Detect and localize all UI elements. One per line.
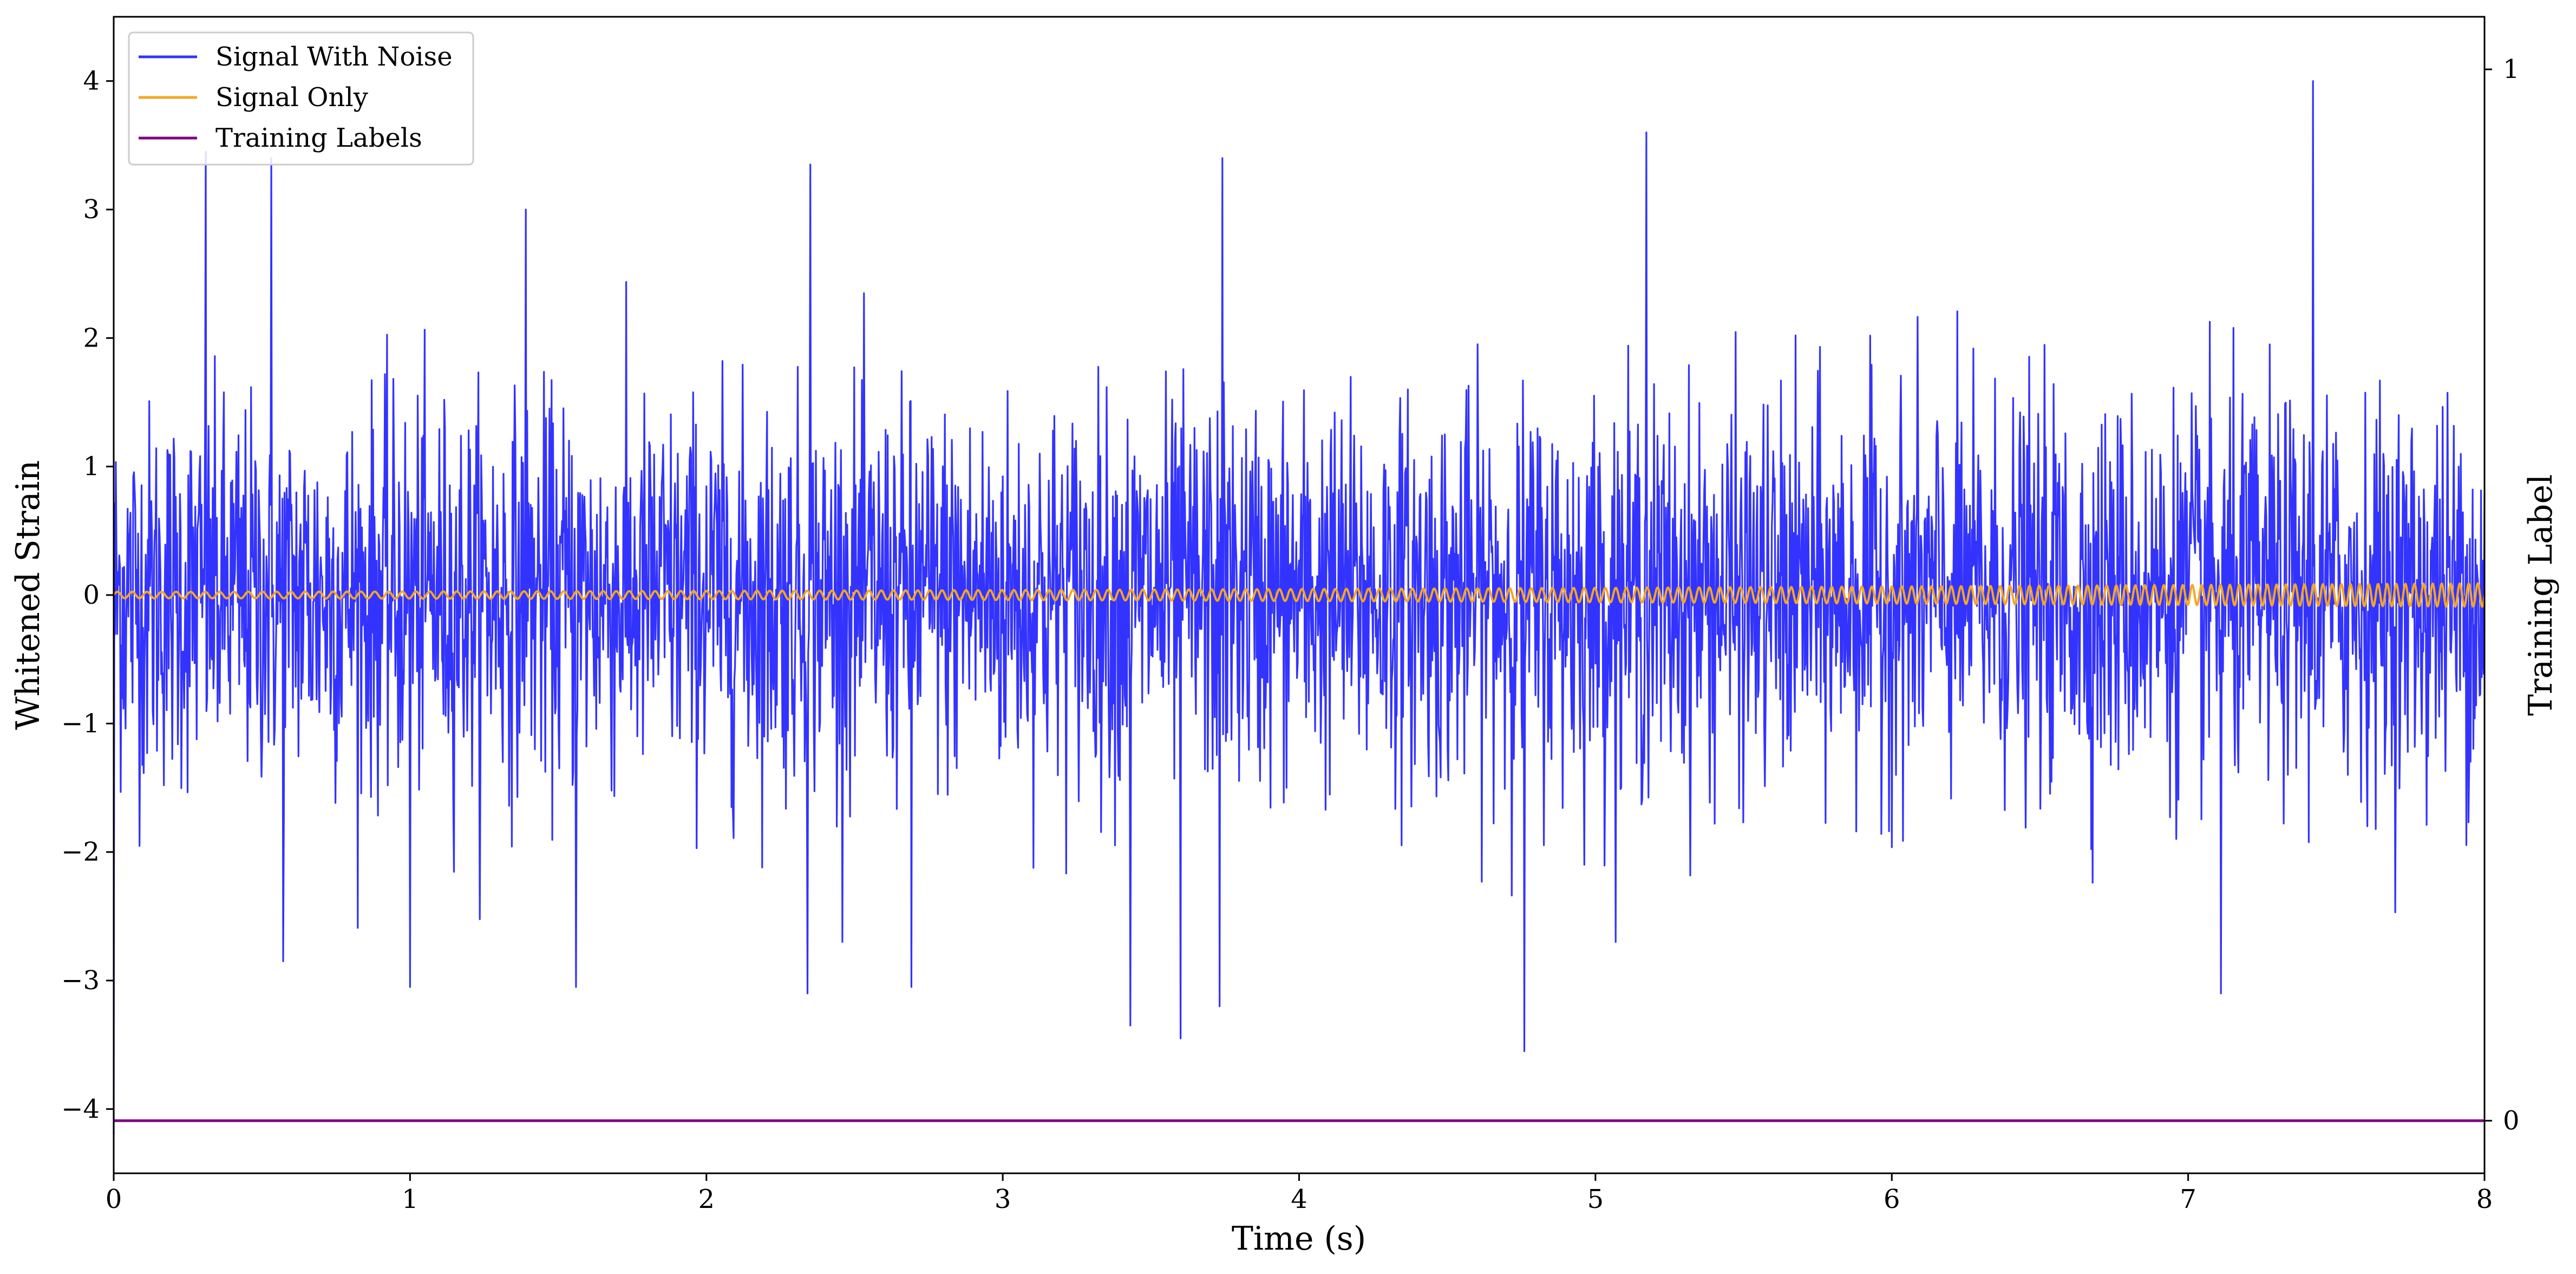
y-tick-label: 2 xyxy=(83,323,100,353)
x-tick-label: 1 xyxy=(402,1184,419,1214)
y2-tick-label: 0 xyxy=(2503,1106,2520,1136)
legend: Signal With Noise Signal Only Training L… xyxy=(128,31,474,166)
y2-tick-label: 1 xyxy=(2503,54,2520,84)
x-tick-label: 0 xyxy=(106,1184,122,1214)
series-signal-with-noise xyxy=(113,80,2486,1135)
series-signal-only xyxy=(113,582,2486,609)
y-tick-label: −3 xyxy=(61,965,100,996)
x-tick-label: 5 xyxy=(1587,1184,1604,1214)
x-tick-label: 8 xyxy=(2476,1184,2493,1214)
x-tick-label: 2 xyxy=(698,1184,715,1214)
x-tick-label: 7 xyxy=(2180,1184,2196,1214)
x-tick-label: 4 xyxy=(1291,1184,1307,1214)
ticks-layer: 0 1 2 3 4 5 6 7 8 4 3 2 1 0 −1 −2 −3 −4 1 0 xyxy=(61,54,2519,1214)
x-tick-label: 6 xyxy=(1884,1184,1900,1214)
y-tick-label: 0 xyxy=(83,580,100,610)
series-layer xyxy=(113,80,2486,1135)
y-tick-label: 3 xyxy=(83,194,100,225)
x-axis-label: Time (s) xyxy=(1232,1220,1366,1258)
y-tick-label: −4 xyxy=(61,1094,100,1124)
y-tick-label: −2 xyxy=(61,837,100,867)
legend-label-signal-only: Signal Only xyxy=(215,82,368,113)
y-tick-label: −1 xyxy=(61,708,100,739)
y2-axis-label: Training Label xyxy=(2522,474,2560,716)
legend-box xyxy=(128,31,474,166)
y-axis-label: Whitened Strain xyxy=(9,460,47,730)
x-tick-label: 3 xyxy=(995,1184,1011,1214)
y-tick-label: 4 xyxy=(83,66,100,96)
legend-label-signal-with-noise: Signal With Noise xyxy=(215,42,453,72)
y-tick-label: 1 xyxy=(83,452,100,482)
legend-label-training-labels: Training Labels xyxy=(215,123,422,153)
